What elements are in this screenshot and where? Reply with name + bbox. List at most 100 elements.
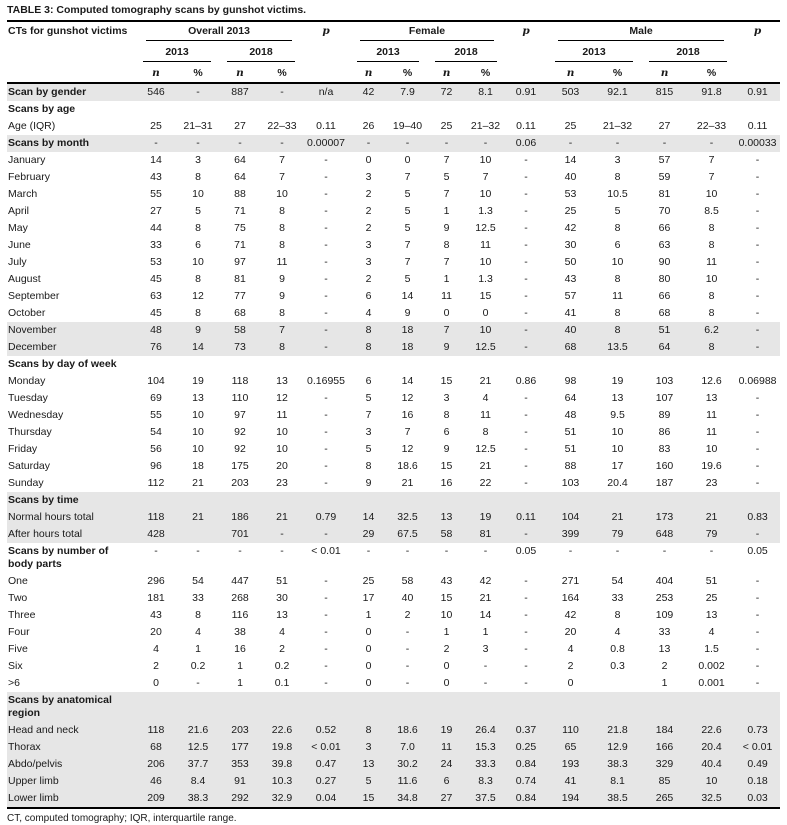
- table-cell: 68: [547, 339, 595, 356]
- table-cell: 18: [192, 460, 204, 472]
- table-cell: 26: [362, 120, 375, 132]
- table-cell: 166: [641, 739, 689, 756]
- table-cell: [466, 101, 505, 118]
- table-cell: 48: [564, 409, 577, 421]
- table-cell: 97: [234, 256, 246, 268]
- table-cell: 12: [276, 392, 288, 404]
- table-cell: 26.4: [466, 722, 506, 739]
- table-cell: 9: [443, 443, 450, 455]
- table-cell: 51: [564, 426, 577, 438]
- table-cell: -: [755, 307, 760, 319]
- table-cell: -: [524, 307, 528, 319]
- table-cell: 92: [234, 443, 246, 455]
- table-cell: 75: [234, 222, 246, 234]
- table-cell: -: [755, 460, 760, 472]
- table-cell: 25: [362, 575, 375, 587]
- column-header-n: n: [547, 64, 595, 84]
- table-cell: 11: [480, 239, 491, 251]
- table-cell: 86: [658, 426, 671, 438]
- row-label: Friday: [8, 443, 38, 455]
- table-cell: 7: [708, 154, 715, 166]
- table-cell: 2: [365, 188, 372, 200]
- table-cell: 42: [479, 575, 492, 587]
- table-cell: 5: [404, 205, 411, 217]
- table-cell: -: [483, 660, 488, 672]
- table-cell: 8: [482, 426, 489, 438]
- table-cell: 21: [594, 509, 642, 526]
- table-cell: 2: [279, 643, 285, 655]
- table-cell: 268: [231, 592, 249, 604]
- table-cell: 33: [192, 592, 204, 604]
- table-cell: 0.91: [505, 83, 548, 101]
- table-cell: 10: [192, 426, 204, 438]
- table-cell: 96: [150, 460, 162, 472]
- row-label: Five: [8, 643, 28, 655]
- table-footnote: CT, computed tomography; IQR, interquart…: [7, 813, 237, 824]
- table-cell: 32.5: [688, 790, 736, 809]
- table-cell: 0.11: [516, 120, 536, 132]
- table-cell: 2: [365, 222, 372, 234]
- table-cell: 38.5: [594, 790, 642, 809]
- table-cell: 48: [135, 322, 177, 339]
- table-cell: -: [303, 339, 350, 356]
- table-cell: 27: [234, 120, 246, 132]
- table-cell: 5: [443, 171, 450, 183]
- table-cell: 14: [401, 290, 414, 302]
- table-cell: -: [524, 239, 528, 251]
- table-cell: 8: [708, 290, 715, 302]
- table-cell: 0.2: [190, 660, 206, 672]
- column-header-n: n: [427, 64, 467, 84]
- table-cell: 15: [349, 790, 389, 809]
- table-cell: 0: [404, 154, 411, 166]
- table-cell: 22–33: [696, 120, 727, 132]
- row-label: Tuesday: [8, 392, 48, 404]
- table-cell: 43: [440, 575, 453, 587]
- table-cell: 76: [135, 339, 177, 356]
- table-cell: 0: [443, 307, 450, 319]
- table-cell: 10: [466, 322, 506, 339]
- table-cell: 12: [192, 290, 204, 302]
- column-header-pct: %: [688, 64, 736, 84]
- table-cell: -: [524, 626, 528, 638]
- table-cell: -: [196, 545, 200, 557]
- table-cell: 54: [192, 575, 204, 587]
- row-label: Normal hours total: [7, 509, 135, 526]
- row-label: November: [7, 322, 135, 339]
- table-cell: 27: [658, 120, 671, 132]
- table-cell: 10: [192, 188, 204, 200]
- table-cell: [466, 492, 506, 509]
- table-cell: 10: [705, 188, 718, 200]
- row-label: Upper limb: [7, 773, 135, 790]
- column-header-year-2013: 2013: [349, 43, 427, 64]
- table-cell: 7.9: [388, 83, 428, 101]
- table-cell: 8: [349, 339, 389, 356]
- table-cell: 0.06988: [738, 375, 777, 387]
- table-cell: [641, 356, 688, 373]
- row-label: Scans by age: [8, 103, 76, 115]
- table-cell: 118: [135, 722, 177, 739]
- column-header-p-male: p: [735, 21, 781, 84]
- table-cell: 21–32: [470, 120, 501, 132]
- table-cell: 22–33: [267, 120, 297, 132]
- table-cell: 8: [708, 307, 715, 319]
- column-header-year-2013: 2013: [135, 43, 219, 64]
- table-cell: 0.27: [303, 773, 350, 790]
- table-cell: 1.5: [704, 643, 719, 655]
- table-cell: -: [324, 307, 328, 319]
- table-cell: -: [303, 526, 350, 543]
- column-header-n: n: [219, 64, 261, 84]
- table-cell: -: [154, 545, 158, 557]
- table-cell: 0.11: [747, 120, 768, 132]
- table-cell: -: [505, 526, 548, 543]
- table-cell: 887: [219, 83, 261, 101]
- table-cell: 40.4: [688, 756, 736, 773]
- table-cell: 13: [276, 609, 288, 621]
- table-cell: 5: [404, 273, 411, 285]
- table-cell: -: [324, 643, 328, 655]
- table-cell: 18.6: [397, 460, 418, 472]
- table-cell: -: [483, 545, 488, 557]
- table-cell: 12: [401, 392, 414, 404]
- table-cell: [505, 356, 547, 373]
- table-cell: 2: [404, 609, 411, 621]
